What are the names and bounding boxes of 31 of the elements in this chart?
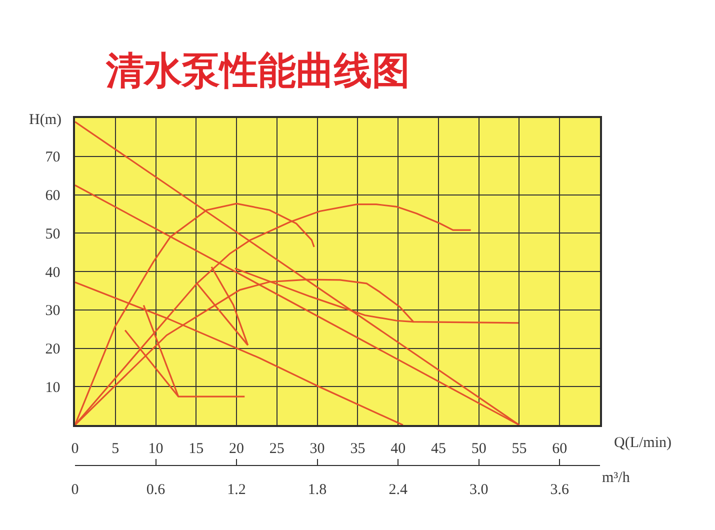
x-tick-label: 10: [148, 440, 164, 457]
x2-axis-title: m³/h: [602, 470, 630, 486]
y-tick-label: 20: [45, 342, 60, 358]
x-tick-label: 35: [350, 440, 366, 457]
x2-tick-label: 3.0: [469, 482, 488, 498]
x2-tick-label: 3.6: [550, 482, 570, 498]
x-tick-label: 0: [71, 440, 79, 457]
y-tick-label: 70: [45, 150, 60, 166]
x2-tick-label: 0: [71, 482, 79, 498]
x2-tick-label: 1.8: [308, 482, 327, 498]
x2-tick-label: 0.6: [146, 482, 166, 498]
x-tick-label: 5: [112, 440, 120, 457]
y-tick-label: 30: [45, 303, 60, 320]
x-axis-title: Q(L/min): [614, 435, 672, 451]
x-tick-label: 60: [552, 440, 568, 457]
x-tick-label: 15: [188, 440, 204, 457]
x-tick-label: 50: [471, 440, 486, 457]
x-tick-label: 45: [430, 440, 446, 457]
y-axis-title: H(m): [29, 112, 62, 128]
x-tick-label: 20: [229, 440, 244, 457]
y-tick-label: 50: [45, 226, 60, 242]
x-tick-label: 25: [269, 440, 284, 457]
y-tick-label: 40: [45, 264, 60, 281]
y-tick-label: 10: [45, 380, 60, 396]
x2-tick-label: 2.4: [388, 482, 408, 498]
x-tick-label: 55: [512, 440, 527, 457]
x-tick-label: 40: [390, 440, 406, 457]
x2-tick-label: 1.2: [227, 482, 246, 498]
chart-title: 清水泵性能曲线图: [105, 48, 410, 92]
x-tick-label: 30: [310, 440, 325, 457]
y-tick-label: 60: [45, 188, 60, 204]
